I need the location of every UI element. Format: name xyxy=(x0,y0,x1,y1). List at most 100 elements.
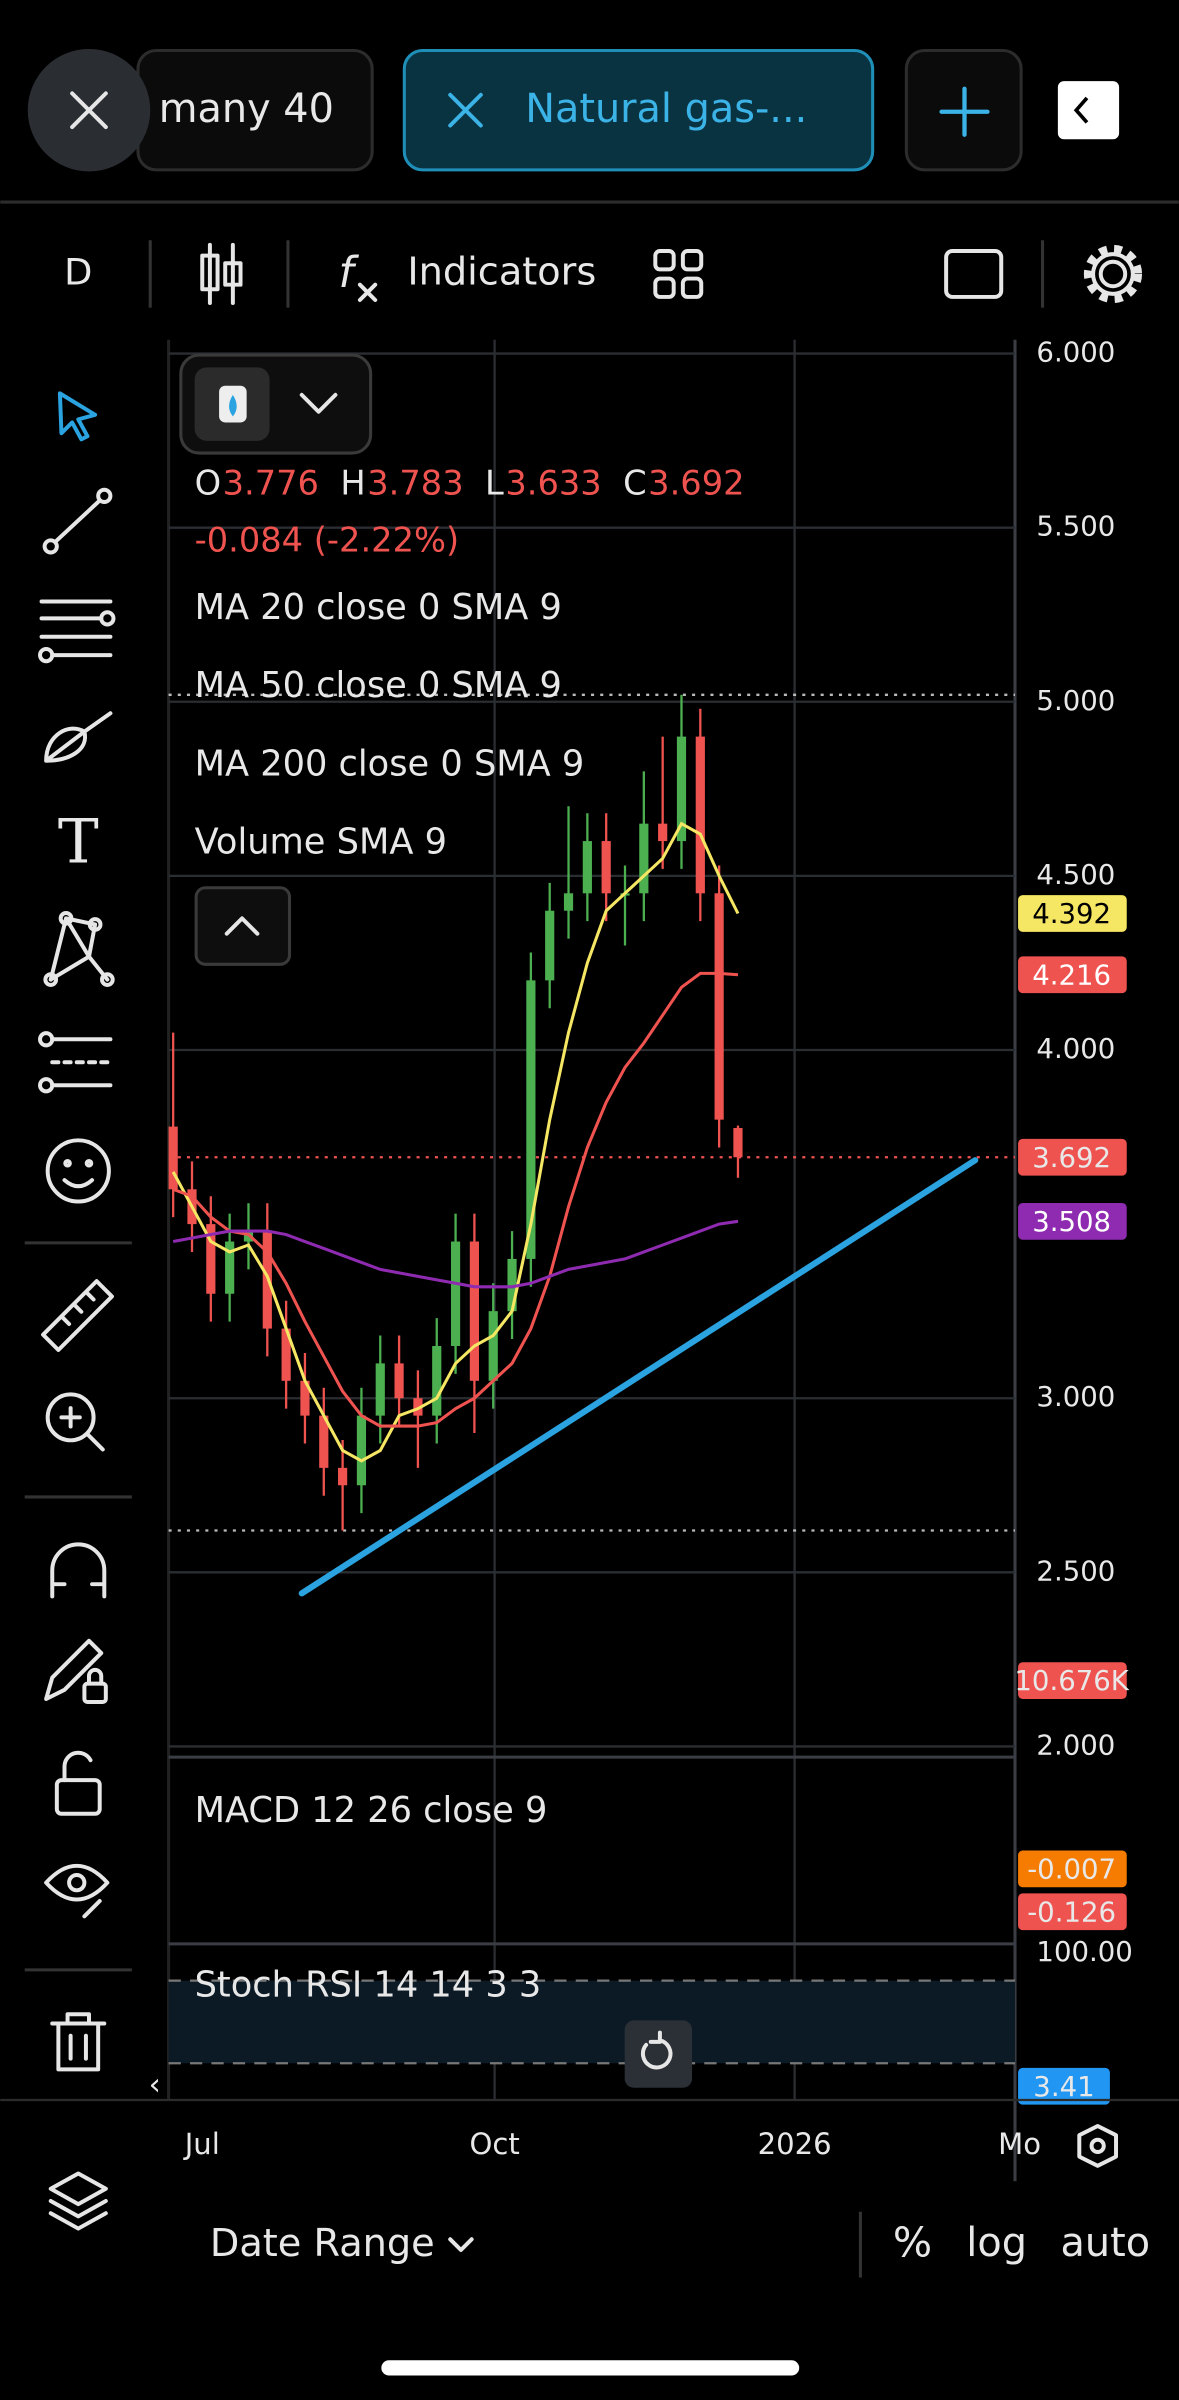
ohlc-key: L xyxy=(485,464,504,503)
dropdown-icon xyxy=(448,2237,474,2252)
candle-body xyxy=(469,1241,479,1381)
legend-entry: MA 50 close 0 SMA 9 xyxy=(195,665,562,706)
macd-label: MACD 12 26 close 9 xyxy=(195,1790,548,1831)
add-icon xyxy=(939,86,990,137)
text-tool[interactable]: T xyxy=(58,807,99,878)
legend-entry: MA 20 close 0 SMA 9 xyxy=(195,587,562,628)
visibility-tool[interactable] xyxy=(44,1863,110,1919)
candle-body xyxy=(695,736,705,894)
ma-line xyxy=(172,971,739,1428)
delete-tool[interactable] xyxy=(50,2012,107,2072)
log-button[interactable]: log xyxy=(966,2220,1027,2266)
candle-body xyxy=(432,1345,442,1416)
line-tool[interactable] xyxy=(42,487,113,555)
candle-body xyxy=(206,1224,216,1294)
reset-button[interactable] xyxy=(624,2020,693,2088)
pattern-tool[interactable] xyxy=(43,911,115,987)
ma-line xyxy=(171,821,740,1463)
volume-value-badge xyxy=(1018,1662,1127,1699)
panel-icon xyxy=(1073,96,1089,124)
toolbar: D f Indicators xyxy=(64,240,1143,308)
layout-button[interactable] xyxy=(653,249,704,299)
candle-body xyxy=(375,1363,385,1416)
price-badge xyxy=(1018,956,1127,994)
candle-body xyxy=(338,1467,348,1486)
candle-body xyxy=(563,893,574,911)
y-tick-label: 6.000 xyxy=(1036,337,1115,369)
interval-button[interactable]: D xyxy=(64,250,92,293)
y-tick-label: 5.500 xyxy=(1036,511,1115,543)
stoch-band xyxy=(168,1980,1016,2064)
ohlc-value: 3.692 xyxy=(648,464,744,503)
active-tab[interactable] xyxy=(402,48,875,172)
emoji-tool[interactable] xyxy=(45,1138,111,1204)
candle-body xyxy=(356,1415,367,1486)
macd-badge xyxy=(1018,1893,1127,1931)
y-tick-label: 2.000 xyxy=(1036,1729,1115,1761)
time-axis: Jul Oct 2026 Mo xyxy=(0,2098,1179,2168)
panel-button[interactable] xyxy=(1057,81,1120,140)
series-layer xyxy=(168,694,743,1531)
fx-icon-x xyxy=(357,282,378,302)
chart-type-button[interactable] xyxy=(200,242,243,306)
axis-settings-icon xyxy=(1089,2137,1106,2155)
close-icon xyxy=(70,91,108,130)
candle-body xyxy=(601,841,611,894)
stoch-value: 3.41 xyxy=(1033,2071,1094,2103)
tab-close-icon[interactable] xyxy=(448,92,483,128)
fib-tool[interactable] xyxy=(38,599,116,664)
x-tick-label: Mo xyxy=(998,2127,1041,2161)
date-range-button[interactable]: Date Range xyxy=(210,2221,435,2266)
x-tick-label: Jul xyxy=(183,2127,220,2161)
layers-button[interactable] xyxy=(48,2171,108,2231)
macd-signal-value: -0.126 xyxy=(1027,1896,1116,1928)
symbol-dropdown[interactable] xyxy=(299,392,338,414)
candle-body xyxy=(394,1363,404,1399)
fullscreen-button[interactable] xyxy=(944,249,1004,299)
auto-button[interactable]: auto xyxy=(1061,2220,1151,2266)
ohlc-key: H xyxy=(340,464,365,503)
stoch-badge xyxy=(1018,2067,1110,2105)
price-badge-label: 3.508 xyxy=(1032,1206,1111,1238)
candle-body xyxy=(488,1311,498,1381)
candle-body xyxy=(526,980,536,1259)
lock-drawings-tool[interactable] xyxy=(44,1638,108,1705)
ohlc-value: 3.783 xyxy=(367,464,463,503)
ohlc-row: O 3.776 H 3.783 L 3.633 C 3.692 xyxy=(195,464,745,503)
lock-tool[interactable] xyxy=(54,1750,102,1816)
collapse-legend-button[interactable] xyxy=(194,886,292,966)
ohlc-key: C xyxy=(623,464,647,503)
price-badge-label: 4.392 xyxy=(1032,898,1111,930)
candle-body xyxy=(714,893,724,1120)
magnet-tool[interactable] xyxy=(50,1542,107,1599)
zoom-tool[interactable] xyxy=(45,1392,105,1452)
brush-tool[interactable] xyxy=(44,711,113,763)
settings-button[interactable] xyxy=(1083,244,1143,304)
legend-entry: Volume SMA 9 xyxy=(195,821,447,862)
tab-bar: many 40 Natural gas-... xyxy=(27,48,1120,172)
candle-body xyxy=(281,1328,291,1381)
axis-settings-button[interactable] xyxy=(1077,2124,1119,2168)
collapse-toolbar[interactable]: ‹ xyxy=(149,2068,161,2103)
candle-body xyxy=(545,910,555,981)
home-indicator xyxy=(381,2360,800,2376)
ohlc-value: 3.776 xyxy=(223,464,319,503)
stoch-scale-label: 100.00 xyxy=(1036,1936,1132,1968)
tab-label: Natural gas-... xyxy=(525,86,807,132)
y-tick-label: 4.500 xyxy=(1036,859,1115,891)
candle-body xyxy=(676,736,687,842)
price-badge-label: 3.692 xyxy=(1032,1142,1111,1174)
trend-line-drawing[interactable] xyxy=(298,1157,979,1597)
projection-tool[interactable] xyxy=(38,1031,113,1094)
cursor-tool[interactable] xyxy=(57,391,98,442)
indicators-button[interactable]: Indicators xyxy=(407,249,596,294)
chevron-up xyxy=(224,916,260,936)
candle-body xyxy=(168,1126,178,1190)
candle-body xyxy=(225,1241,235,1294)
ruler-tool[interactable] xyxy=(41,1279,114,1352)
ohlc-value: 3.633 xyxy=(505,464,601,503)
pane-labels: 10.676K -0.007 -0.126 100.00 3.41 xyxy=(1014,1662,1133,2105)
percent-button[interactable]: % xyxy=(893,2218,932,2266)
